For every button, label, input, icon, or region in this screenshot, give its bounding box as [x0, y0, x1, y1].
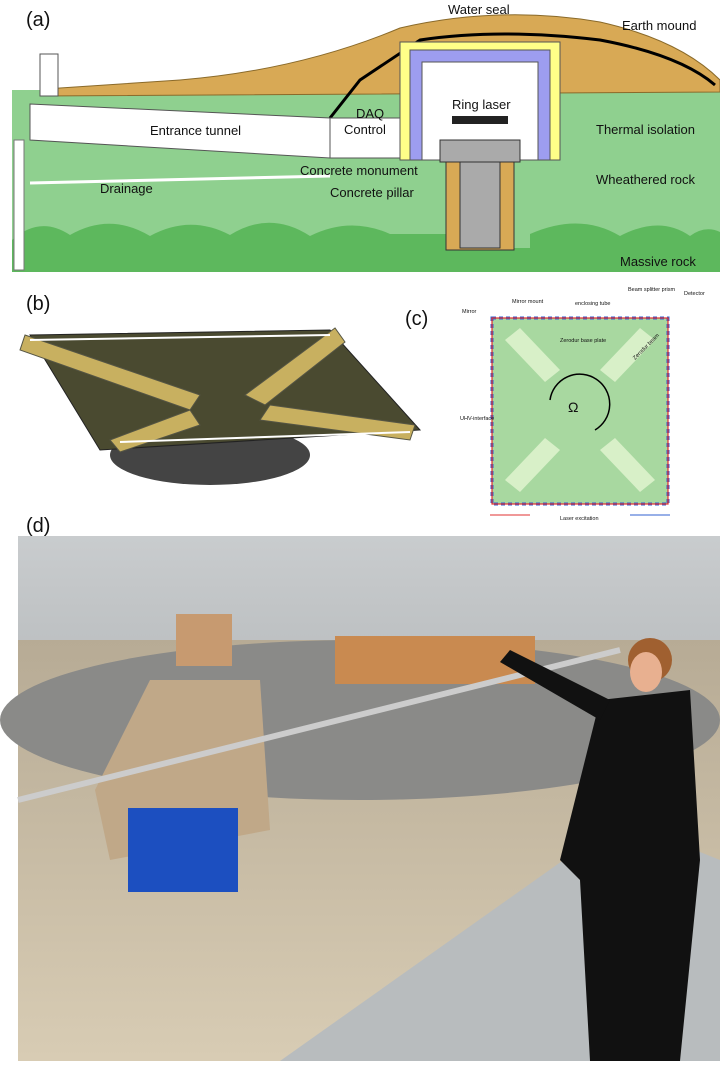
panel-d: (d): [0, 515, 720, 1061]
annotation: Ring laser: [452, 97, 511, 112]
panel-label: (a): [26, 9, 50, 31]
annotation: UHV-interface: [460, 416, 494, 422]
annotation: Concrete monument: [300, 163, 418, 178]
annotation: Laser excitation: [560, 516, 599, 522]
annotation: Earth mound: [622, 18, 696, 33]
pillar: [460, 162, 500, 248]
annotation: Mirror mount: [512, 299, 544, 305]
face: [630, 652, 662, 692]
annotation: Mirror: [462, 309, 477, 315]
annotation: enclosing tube: [575, 301, 610, 307]
panel-a: (a) Water seal Earth mound Ring laser En…: [12, 2, 720, 272]
annotation: Water seal: [448, 2, 510, 17]
panel-c: (c) Mirror Mirror mount enclosing tube B…: [405, 287, 705, 522]
panel-label: (d): [26, 515, 50, 537]
annotation: Massive rock: [620, 254, 696, 269]
earth-mound: [40, 15, 720, 96]
annotation: Concrete pillar: [330, 185, 414, 200]
annotation: Zerodur base plate: [560, 338, 606, 344]
panel-label: (c): [405, 308, 428, 330]
annotation: Entrance tunnel: [150, 123, 241, 138]
monument: [440, 140, 520, 162]
annotation: Control: [344, 122, 386, 137]
detector: [128, 808, 238, 892]
annotation: Wheathered rock: [596, 172, 695, 187]
annotation: DAQ: [356, 106, 384, 121]
annotation: Drainage: [100, 181, 153, 196]
figure: (a) Water seal Earth mound Ring laser En…: [0, 0, 720, 1061]
panel-b: (b): [20, 293, 420, 485]
omega: Ω: [568, 399, 578, 415]
ring-laser: [452, 116, 508, 124]
annotation: Beam splitter prism: [628, 287, 675, 293]
wall: [14, 140, 24, 270]
panel-label: (b): [26, 293, 50, 315]
annotation: Thermal isolation: [596, 122, 695, 137]
annotation: Detector: [684, 291, 705, 297]
beam: [176, 614, 232, 666]
entrance: [40, 54, 58, 96]
